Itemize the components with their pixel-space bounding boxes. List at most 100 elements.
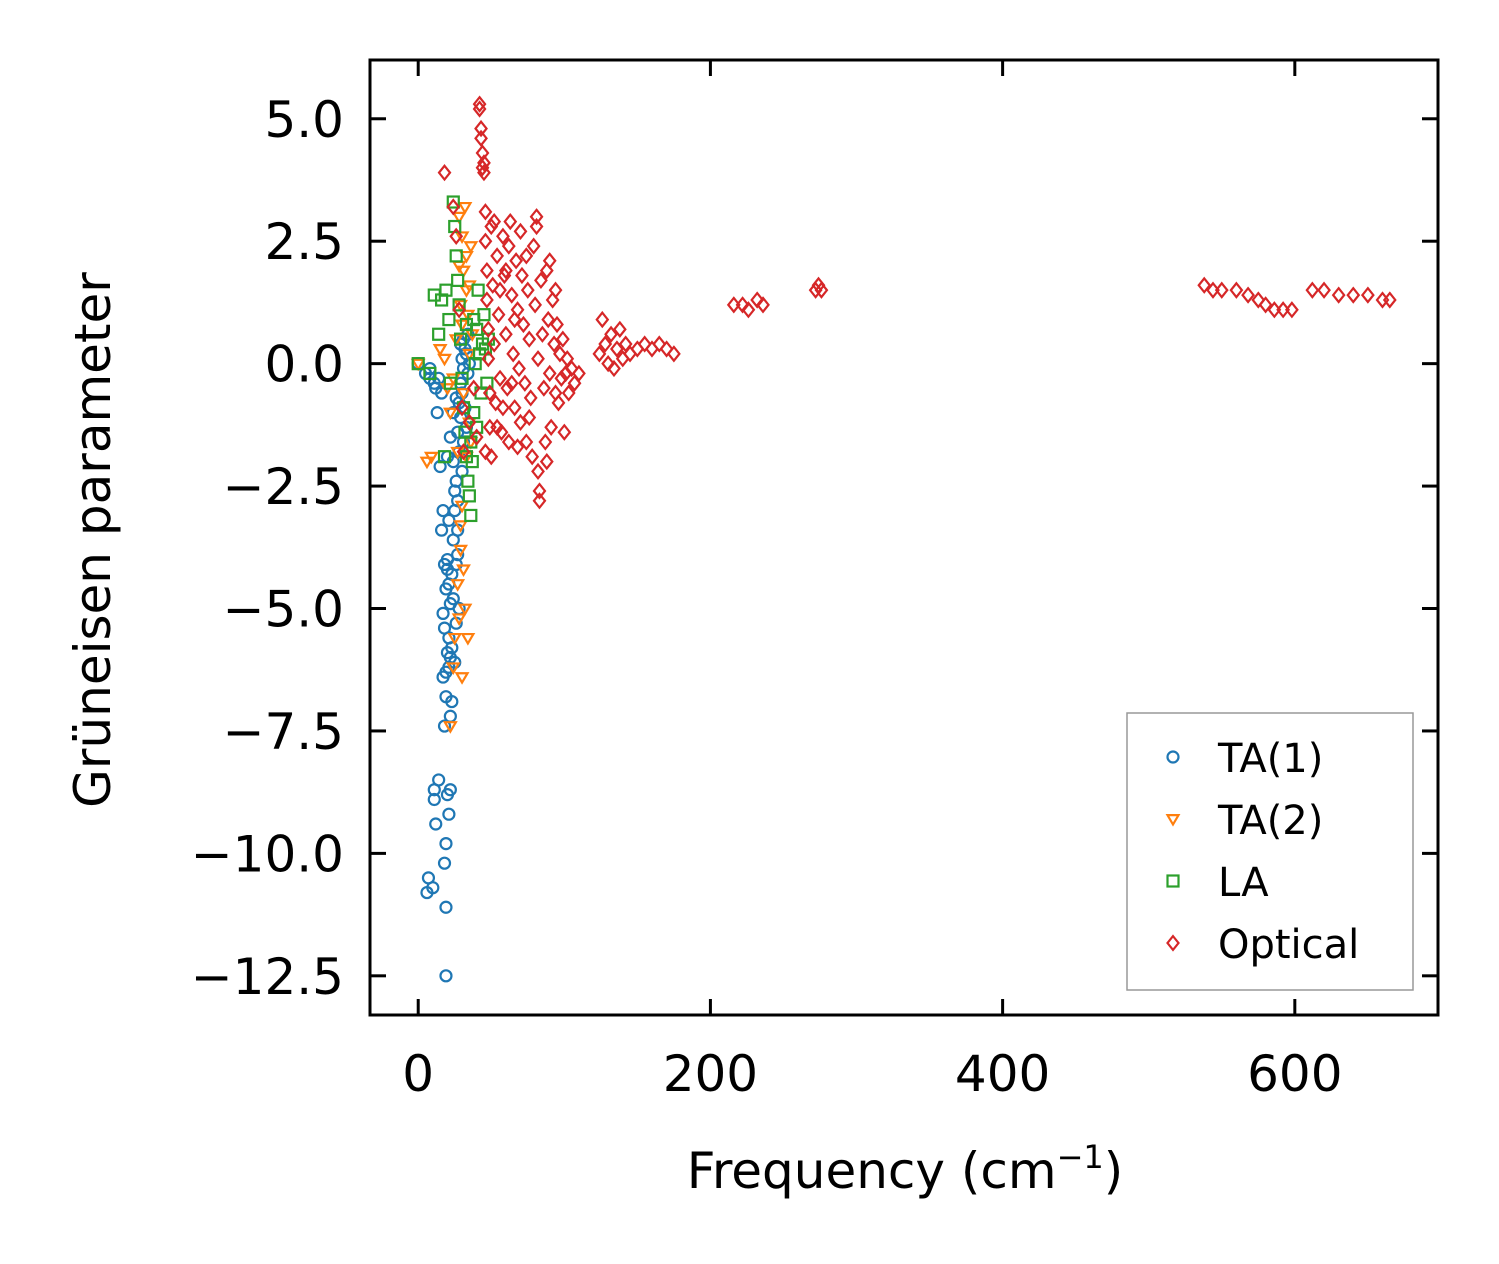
data-point-optical [506,345,521,363]
data-point-ta-1 [433,459,447,474]
data-point-optical [472,100,487,118]
data-point-optical [610,340,624,358]
data-point-la [455,371,469,385]
data-point-optical [481,350,496,368]
data-point-optical [532,482,547,500]
data-point-optical [1346,286,1361,304]
data-point-ta-2 [457,603,473,617]
data-point-ta-1 [430,406,444,420]
y-tick-label: −10.0 [191,825,344,883]
data-point-ta-1 [442,807,456,821]
data-point-optical [1276,301,1291,319]
data-point-ta-2 [454,231,470,244]
data-point-optical [595,310,610,329]
data-point-optical [547,335,561,353]
data-point-ta-2 [445,662,461,675]
data-point-optical [531,350,545,368]
data-point-la [465,454,479,469]
ticks-layer: 0 200 400 600 5.0 2.5 0.0 −2.5 −5.0 −7.5 −10.0 −12.… [191,60,1438,1103]
data-point-optical [488,394,503,412]
data-point-la [439,283,453,297]
data-point-optical [494,423,509,441]
data-point-optical [516,315,531,334]
data-point-optical [1258,296,1273,314]
y-tick-label: 5.0 [264,91,344,149]
data-point-la [451,273,465,287]
data-point-optical [604,325,618,343]
data-point-ta-2 [460,309,476,323]
data-point-ta-2 [461,348,477,362]
data-point-optical [612,320,627,338]
data-point-optical [487,212,502,231]
data-point-optical [437,164,452,182]
data-point-ta-2 [456,265,471,279]
legend: TA(1) TA(2) LA Optical [1126,712,1414,991]
data-point-la [453,332,468,346]
legend-entry-optical: Optical [1166,922,1359,968]
data-point-optical [478,203,493,221]
data-point-optical [507,399,522,417]
data-point-optical [469,428,484,446]
data-point-optical [517,374,532,392]
data-point-optical [498,325,513,343]
data-point-optical [519,433,534,451]
data-point-optical [496,399,510,417]
data-point-optical [1229,281,1244,299]
data-point-optical [534,271,548,290]
y-tick-label: 0.0 [264,336,344,394]
data-point-optical [455,399,469,417]
data-point-optical [498,261,513,280]
x-tick-label: 600 [1247,1045,1342,1103]
x-axis-label: Frequency (cm−1) [687,1138,1124,1200]
data-point-optical [479,261,494,280]
data-point-optical [572,364,586,383]
y-tick-label: 2.5 [264,213,344,271]
data-point-optical [1251,291,1266,309]
data-point-optical [479,291,494,309]
points-layer [410,95,1397,983]
legend-entry-ta-1: TA(1) [1166,736,1323,782]
data-point-ta-1 [449,391,463,405]
data-point-optical [446,198,461,216]
data-point-optical [526,237,541,255]
data-point-optical [500,379,515,397]
data-point-optical [462,413,477,432]
data-point-ta-2 [442,721,458,734]
data-point-optical [592,345,607,363]
legend-label-la: LA [1218,860,1269,906]
legend-label-ta-2: TA(2) [1217,798,1323,844]
x-tick-label: 400 [955,1045,1050,1103]
data-point-ta-1 [439,900,453,914]
data-point-optical [750,291,765,309]
data-point-optical [449,227,464,245]
legend-marker-la [1166,874,1180,888]
legend-marker-ta-2 [1165,814,1181,827]
data-point-la [467,406,481,420]
data-point-optical [1197,276,1212,294]
x-tick-label: 0 [402,1045,434,1103]
data-point-optical [491,306,506,324]
data-point-optical [564,359,579,378]
data-point-ta-1 [442,631,456,645]
data-point-optical [452,301,467,319]
data-point-optical [659,340,674,358]
data-point-optical [1331,286,1346,304]
data-point-optical [503,212,518,231]
data-point-ta-2 [454,319,470,333]
data-point-optical [1360,286,1375,304]
data-point-optical [538,433,553,451]
data-point-optical [601,355,616,373]
data-point-optical [523,389,538,407]
data-point-optical [472,95,487,113]
data-point-optical [554,369,569,387]
y-tick-label: −2.5 [223,458,344,516]
data-point-ta-2 [454,500,470,514]
data-point-optical [756,296,770,314]
data-point-optical [1317,281,1331,299]
data-point-ta-2 [453,520,469,533]
data-point-la [461,474,475,488]
data-point-optical [1382,291,1397,309]
data-point-optical [541,310,556,329]
